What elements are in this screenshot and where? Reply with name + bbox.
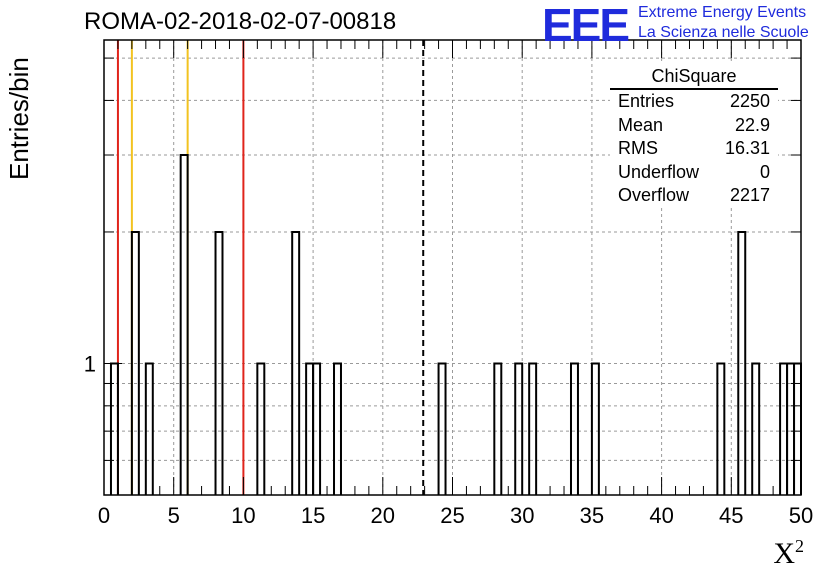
y-axis-label: Entries/bin (4, 57, 34, 180)
histogram-bar (437, 362, 447, 495)
histogram-bar (751, 362, 761, 495)
x-axis-label: X2 (773, 536, 804, 571)
stats-row-entries: Entries 2250 (610, 90, 778, 114)
x-tick-label: 15 (301, 503, 325, 528)
x-tick-label: 50 (789, 503, 813, 528)
histogram-bar (590, 362, 600, 495)
histogram-bar (737, 230, 747, 495)
x-tick-label: 10 (231, 503, 255, 528)
stats-row-rms: RMS 16.31 (610, 137, 778, 161)
histogram-bar (291, 230, 301, 495)
histogram-bar (312, 362, 322, 495)
stats-value: 16.31 (724, 138, 770, 158)
x-tick-label: 45 (719, 503, 743, 528)
stats-key: Overflow (618, 185, 690, 205)
logo-line-2: La Scienza nelle Scuole (638, 24, 809, 41)
histogram-bar (144, 362, 154, 495)
histogram-bar (130, 230, 140, 495)
histogram-bar (179, 154, 189, 495)
stats-key: Mean (618, 114, 664, 135)
histogram-bar (528, 362, 538, 495)
x-tick-label: 35 (580, 503, 604, 528)
chart-title: ROMA-02-2018-02-07-00818 (84, 8, 397, 35)
stats-key: RMS (618, 138, 658, 158)
x-tick-label: 30 (510, 503, 534, 528)
stats-title: ChiSquare (610, 64, 778, 90)
stats-key: Entries (618, 91, 675, 111)
stats-value: 22.9 (734, 114, 770, 135)
eee-logo: EEE Extreme Energy Events La Scienza nel… (542, 0, 832, 51)
y-tick-label: 1 (84, 351, 96, 376)
x-tick-label: 5 (168, 503, 180, 528)
x-tick-label: 0 (98, 503, 110, 528)
x-tick-label: 20 (371, 503, 395, 528)
stats-row-mean: Mean 22.9 (610, 114, 778, 138)
histogram-bar (716, 362, 726, 495)
logo-line-1: Extreme Energy Events (638, 4, 807, 21)
histogram-bar (493, 362, 503, 495)
x-axis-label-base: X (773, 537, 795, 570)
stats-box: ChiSquare Entries 2250 Mean 22.9 RMS 16.31 … (610, 64, 778, 208)
stats-value: 2217 (729, 185, 770, 205)
stats-value: 2250 (729, 91, 770, 111)
stats-value: 0 (759, 161, 770, 182)
stats-row-overflow: Overflow 2217 (610, 184, 778, 208)
x-tick-label: 25 (440, 503, 464, 528)
x-axis-label-sup: 2 (795, 536, 804, 556)
stats-key: Underflow (618, 161, 700, 182)
histogram-bar (514, 362, 524, 495)
histogram-bar (256, 362, 266, 495)
histogram-bar (569, 362, 579, 495)
eee-logo-mark: EEE (542, 0, 630, 51)
histogram-bar (333, 362, 342, 495)
histogram-bar (214, 230, 224, 495)
stats-row-underflow: Underflow 0 (610, 161, 778, 185)
x-tick-label: 40 (649, 503, 673, 528)
